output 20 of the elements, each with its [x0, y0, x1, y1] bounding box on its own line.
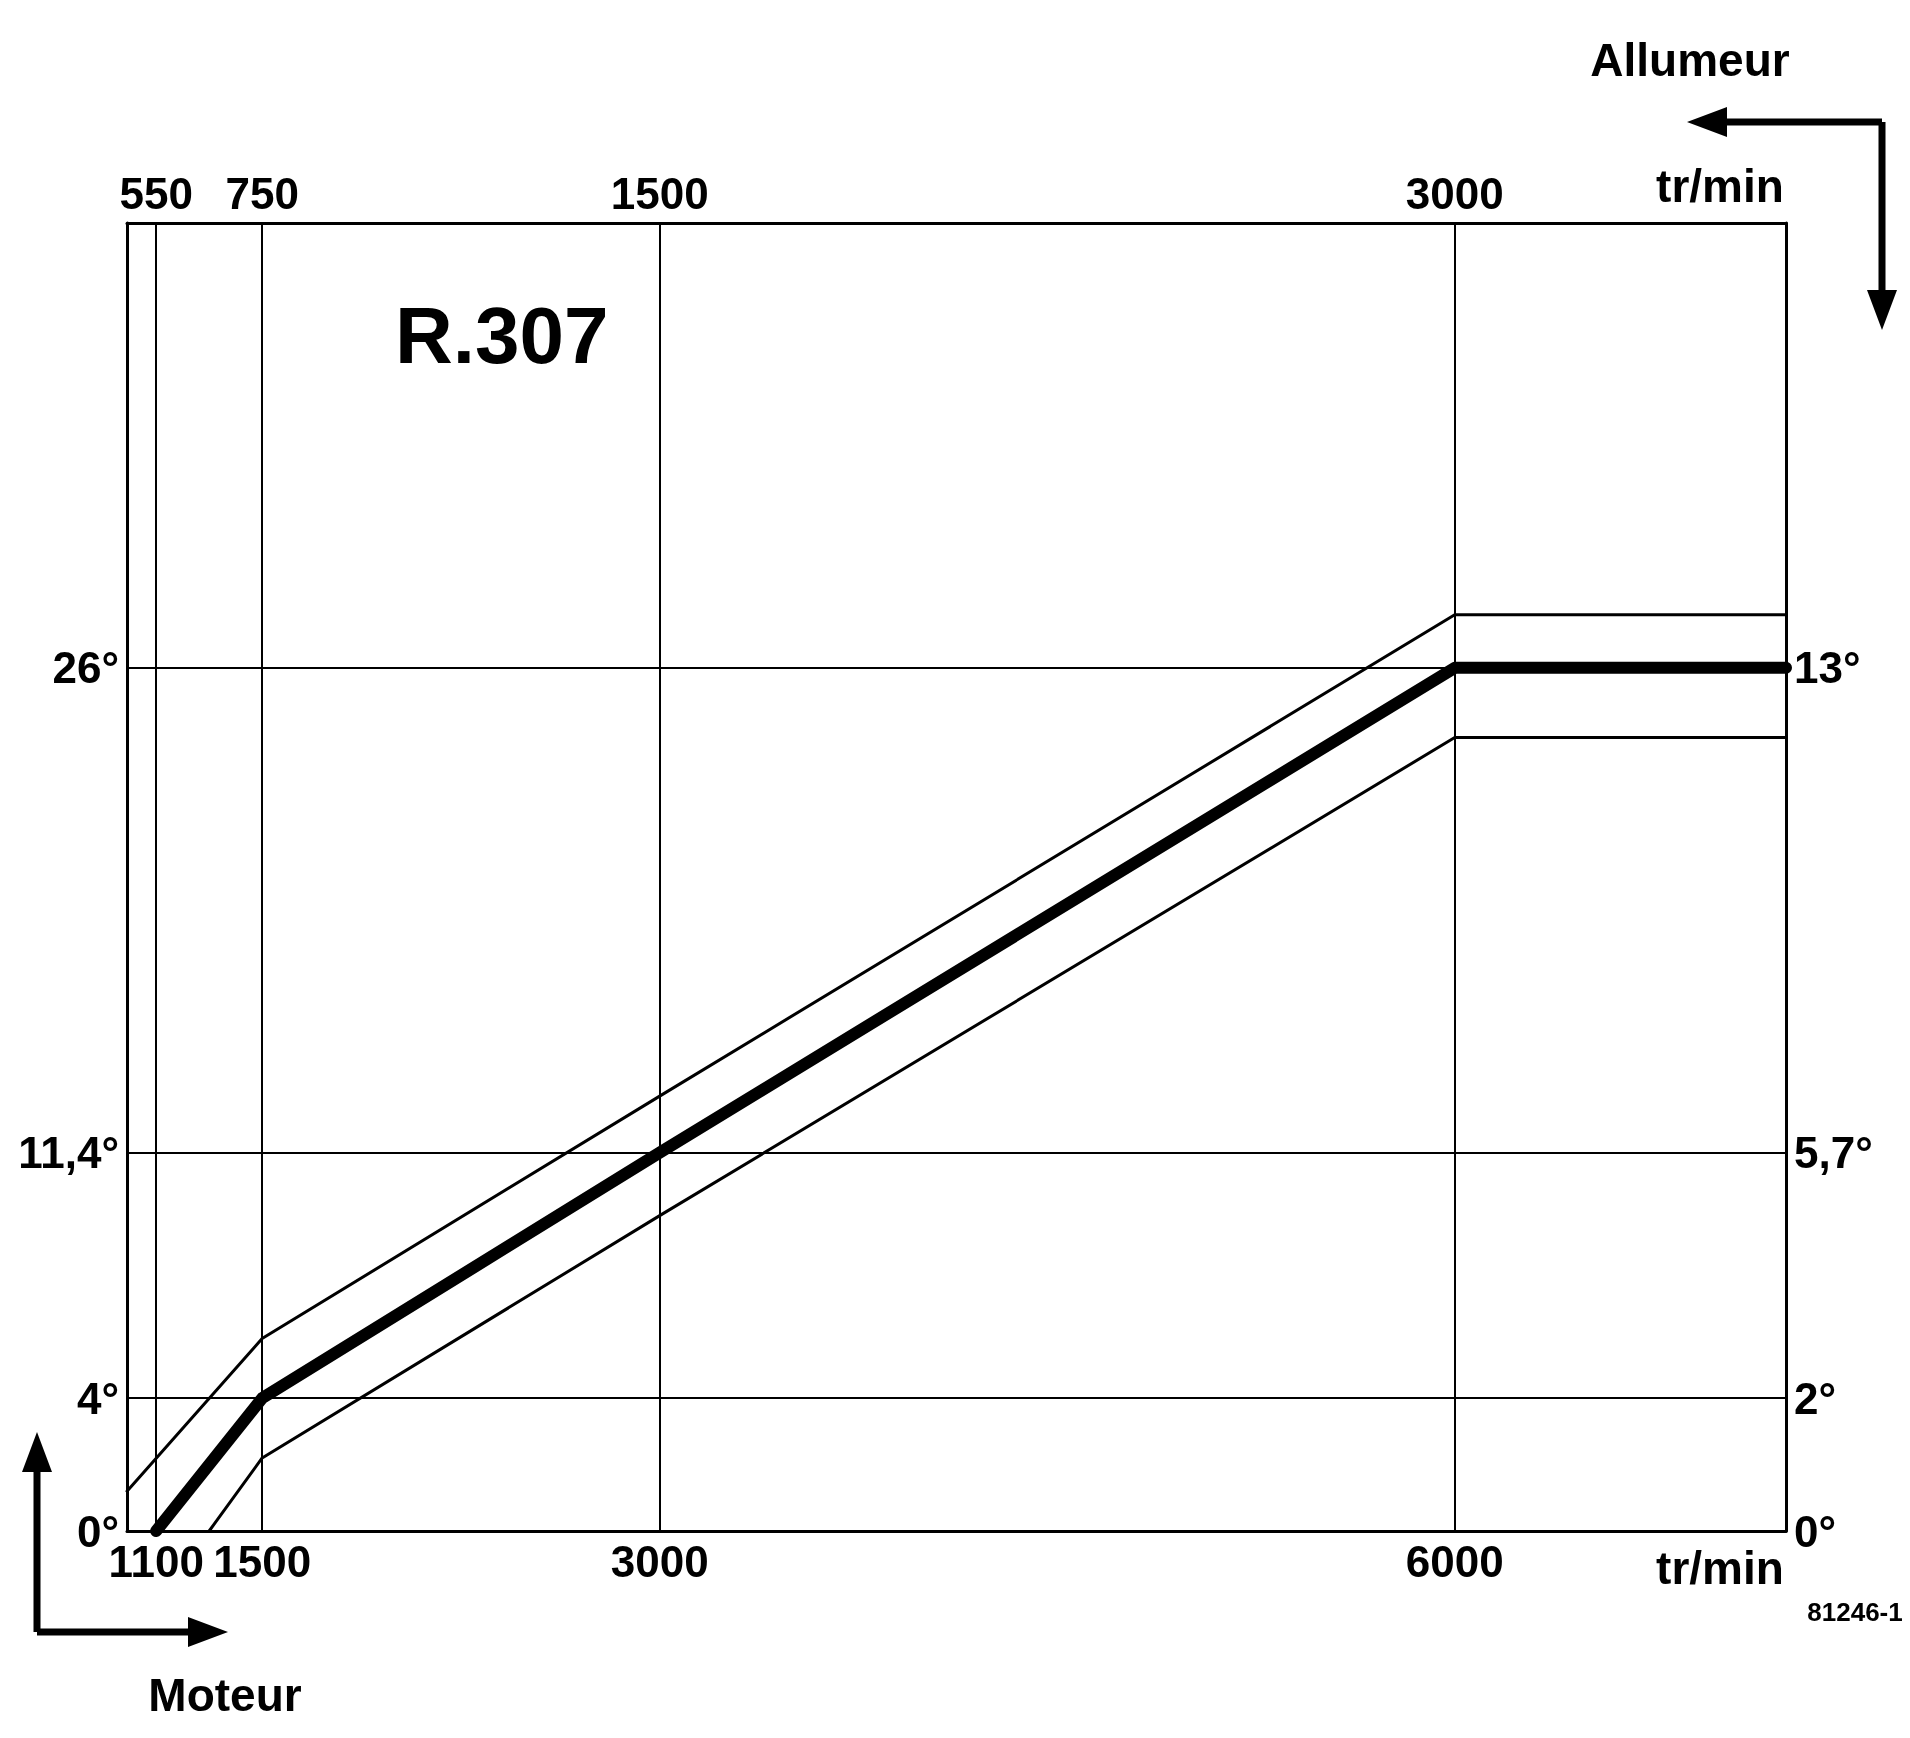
- x2-tick-label: 3000: [1405, 168, 1504, 218]
- text: 81246-1: [1807, 1596, 1903, 1628]
- x2-axis-title: tr/min: [1656, 160, 1784, 212]
- y-tick-label: 26°: [52, 643, 119, 693]
- y2-tick-label: 0°: [1794, 1506, 1837, 1556]
- x-axis-title: tr/min: [1656, 1542, 1784, 1594]
- text: R.307: [395, 290, 609, 380]
- y-tick-label: 11,4°: [18, 1128, 119, 1178]
- text: Moteur: [148, 1668, 302, 1722]
- y2-tick-label: 5,7°: [1794, 1128, 1873, 1178]
- x-tick-label: 1500: [213, 1536, 312, 1586]
- x2-tick-label: 1500: [610, 168, 709, 218]
- x2-tick-label: 750: [225, 168, 299, 218]
- y-tick-label: 4°: [76, 1373, 119, 1423]
- x2-tick-label: 550: [119, 168, 193, 218]
- x-tick-label: 6000: [1405, 1536, 1504, 1586]
- y2-tick-label: 13°: [1794, 643, 1861, 693]
- text: Allumeur: [1590, 33, 1790, 87]
- y2-tick-label: 2°: [1794, 1373, 1837, 1423]
- x-tick-label: 3000: [610, 1536, 709, 1586]
